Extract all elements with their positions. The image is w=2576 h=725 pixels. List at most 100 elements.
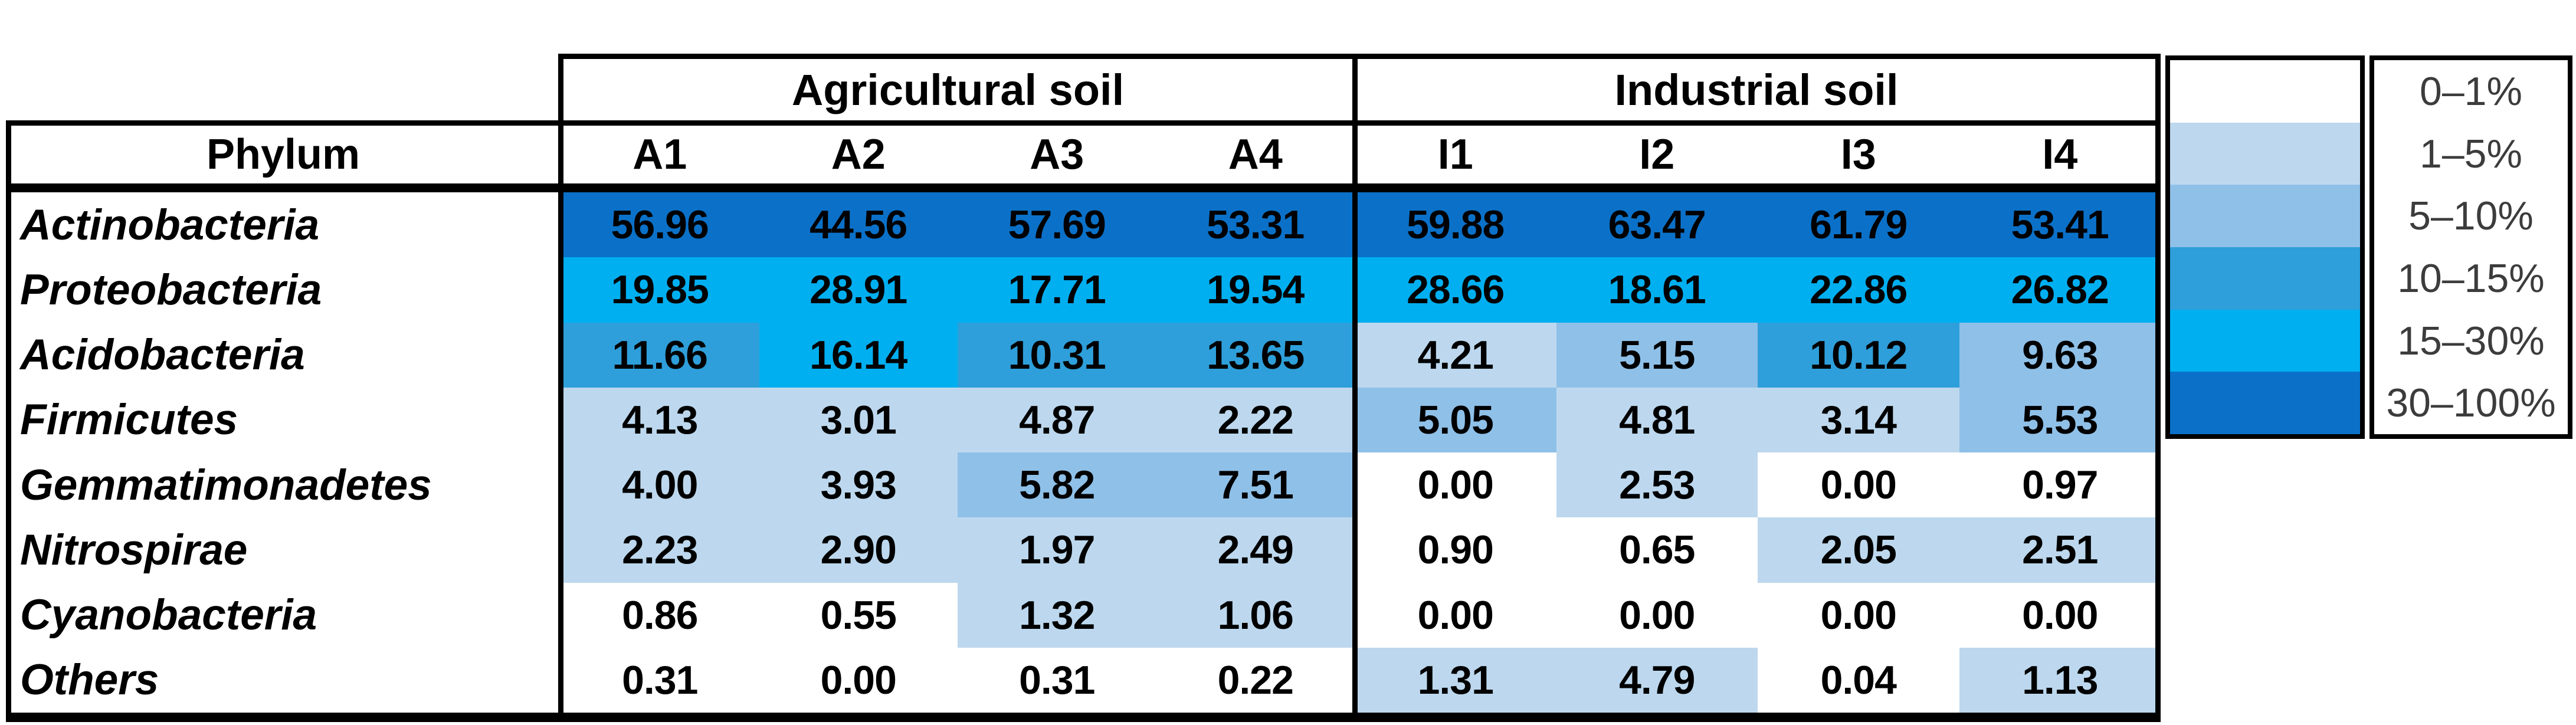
data-cell-a2-firmicutes: 3.01 [759,387,958,452]
row-label-gemmatimonadetes: Gemmatimonadetes [6,452,561,518]
row-label-nitrospirae: Nitrospirae [6,517,561,583]
data-cell-a3-proteobacteria: 17.71 [958,257,1156,323]
data-cell-a4-cyanobacteria: 1.06 [1156,582,1355,648]
group-header-agricultural-label: Agricultural soil [791,65,1125,114]
data-cell-i3-others: 0.04 [1758,647,1959,713]
legend-label-15–30%: 15–30% [2397,318,2545,363]
data-cell-a1-nitrospirae: 2.23 [561,517,759,583]
data-cell-i3-nitrospirae: 2.05 [1758,517,1959,583]
data-cell-i2-cyanobacteria: 0.00 [1556,582,1758,648]
data-cell-i1-gemmatimonadetes: 0.00 [1355,452,1556,518]
legend-color-scale [2165,55,2365,439]
data-cell-i2-firmicutes: 4.81 [1556,387,1758,452]
data-cell-i2-others: 4.79 [1556,647,1758,713]
data-cell-i4-cyanobacteria: 0.00 [1959,582,2161,648]
row-header-phylum: Phylum [6,126,561,183]
data-cell-i3-cyanobacteria: 0.00 [1758,582,1959,648]
data-cell-a2-cyanobacteria: 0.55 [759,582,958,648]
column-header-i2: I2 [1556,126,1758,183]
data-cell-i4-nitrospirae: 2.51 [1959,517,2161,583]
legend-swatch-5–10% [2170,185,2360,248]
data-cell-a4-others: 0.22 [1156,647,1355,713]
column-header-a3: A3 [958,126,1156,183]
data-cell-a3-gemmatimonadetes: 5.82 [958,452,1156,518]
data-cell-a1-firmicutes: 4.13 [561,387,759,452]
heatmap-data-grid: Actinobacteria 56.96 44.56 57.69 53.31 59.88 6… [6,192,2161,713]
data-cell-i1-nitrospirae: 0.90 [1355,517,1556,583]
table-bottom-border [6,713,2161,722]
data-cell-a1-cyanobacteria: 0.86 [561,582,759,648]
data-cell-i3-proteobacteria: 22.86 [1758,257,1959,323]
data-cell-a2-others: 0.00 [759,647,958,713]
data-cell-i4-gemmatimonadetes: 0.97 [1959,452,2161,518]
row-label-others: Others [6,647,561,713]
row-label-acidobacteria: Acidobacteria [6,322,561,388]
legend-swatch-1–5% [2170,122,2360,185]
data-cell-i3-firmicutes: 3.14 [1758,387,1959,452]
data-cell-i1-actinobacteria: 59.88 [1355,192,1556,258]
data-cell-i4-acidobacteria: 9.63 [1959,322,2161,388]
header-data-divider [6,183,2161,192]
column-header-i1: I1 [1355,126,1556,183]
legend-label-box: 0–1% 1–5% 5–10% 10–15% 15–30% 30–100% [2369,55,2572,439]
legend-swatch-30–100% [2170,372,2360,435]
phylum-column-divider [558,54,563,722]
data-cell-a2-nitrospirae: 2.90 [759,517,958,583]
legend-swatch-15–30% [2170,309,2360,372]
data-cell-a2-gemmatimonadetes: 3.93 [759,452,958,518]
column-header-a1: A1 [561,126,759,183]
data-cell-a1-gemmatimonadetes: 4.00 [561,452,759,518]
data-cell-a3-nitrospirae: 1.97 [958,517,1156,583]
data-cell-a4-nitrospirae: 2.49 [1156,517,1355,583]
data-cell-i2-nitrospirae: 0.65 [1556,517,1758,583]
legend-swatch-0–1% [2170,60,2360,123]
data-cell-i3-gemmatimonadetes: 0.00 [1758,452,1959,518]
data-cell-i2-proteobacteria: 18.61 [1556,257,1758,323]
data-cell-i1-cyanobacteria: 0.00 [1355,582,1556,648]
data-cell-i2-actinobacteria: 63.47 [1556,192,1758,258]
row-label-firmicutes: Firmicutes [6,387,561,452]
data-cell-a4-acidobacteria: 13.65 [1156,322,1355,388]
data-cell-a4-proteobacteria: 19.54 [1156,257,1355,323]
table-right-border [2155,54,2161,722]
data-cell-i3-actinobacteria: 61.79 [1758,192,1959,258]
data-cell-a1-acidobacteria: 11.66 [561,322,759,388]
data-cell-i4-actinobacteria: 53.41 [1959,192,2161,258]
data-cell-i4-firmicutes: 5.53 [1959,387,2161,452]
data-cell-a1-actinobacteria: 56.96 [561,192,759,258]
data-cell-a4-firmicutes: 2.22 [1156,387,1355,452]
table-top-border [558,54,2161,59]
data-cell-a3-firmicutes: 4.87 [958,387,1156,452]
data-cell-i2-gemmatimonadetes: 2.53 [1556,452,1758,518]
group-header-industrial-label: Industrial soil [1614,65,1899,114]
data-cell-i1-proteobacteria: 28.66 [1355,257,1556,323]
data-cell-a4-gemmatimonadetes: 7.51 [1156,452,1355,518]
data-cell-a2-proteobacteria: 28.91 [759,257,958,323]
data-cell-a2-acidobacteria: 16.14 [759,322,958,388]
data-cell-i1-firmicutes: 5.05 [1355,387,1556,452]
column-header-i4: I4 [1959,126,2161,183]
legend-label-5–10%: 5–10% [2408,193,2534,239]
data-cell-a4-actinobacteria: 53.31 [1156,192,1355,258]
data-cell-i1-acidobacteria: 4.21 [1355,322,1556,388]
data-cell-a3-cyanobacteria: 1.32 [958,582,1156,648]
header-row-divider [6,120,2161,126]
legend-label-10–15%: 10–15% [2397,255,2545,301]
table-left-border [6,120,11,722]
data-cell-a3-actinobacteria: 57.69 [958,192,1156,258]
soil-section-divider [1352,54,1358,722]
data-cell-i1-others: 1.31 [1355,647,1556,713]
data-cell-a3-others: 0.31 [958,647,1156,713]
column-header-a2: A2 [759,126,958,183]
column-header-row: Phylum A1 A2 A3 A4 I1 I2 I3 I4 [6,126,2161,183]
legend-swatch-10–15% [2170,247,2360,310]
data-cell-a1-others: 0.31 [561,647,759,713]
column-header-i3: I3 [1758,126,1959,183]
data-cell-a2-actinobacteria: 44.56 [759,192,958,258]
data-cell-i4-others: 1.13 [1959,647,2161,713]
data-cell-a3-acidobacteria: 10.31 [958,322,1156,388]
row-label-actinobacteria: Actinobacteria [6,192,561,258]
data-cell-i3-acidobacteria: 10.12 [1758,322,1959,388]
column-header-a4: A4 [1156,126,1355,183]
